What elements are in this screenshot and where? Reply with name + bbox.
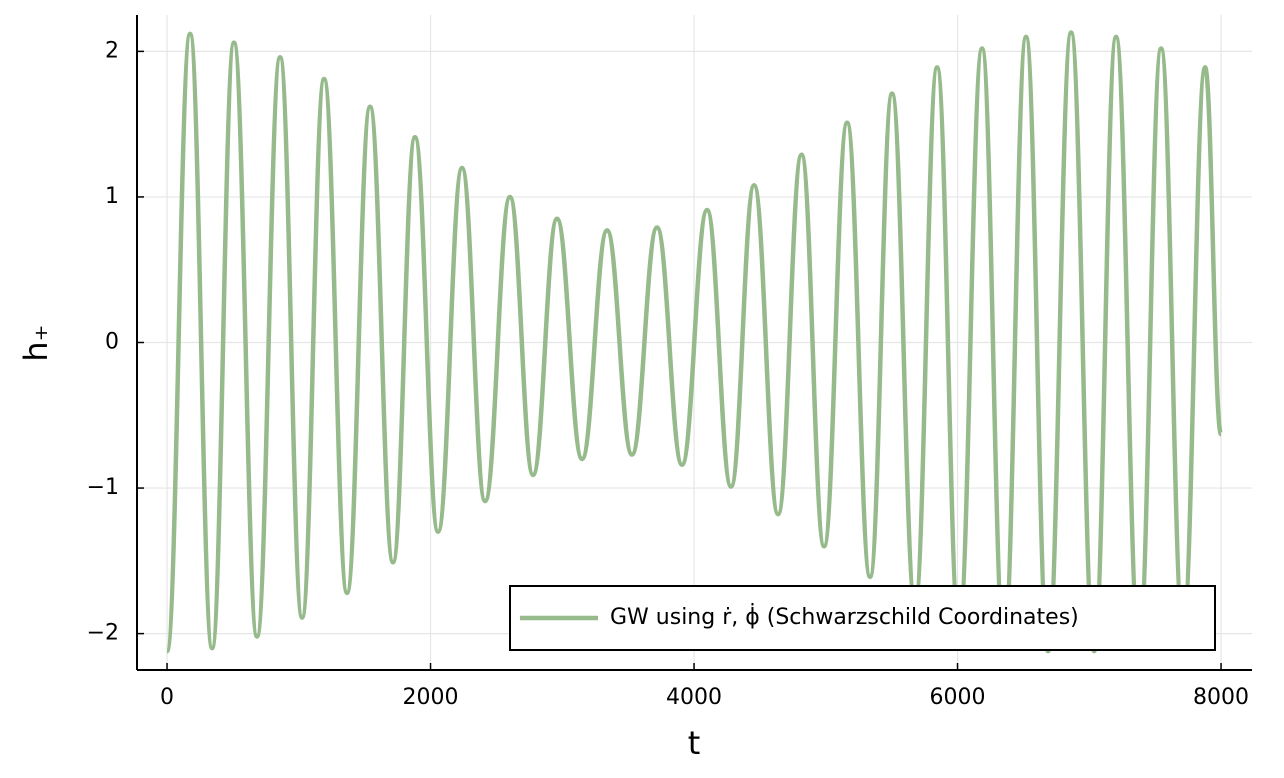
- y-tick-label: −2: [87, 621, 119, 646]
- line: [164, 30, 1224, 654]
- legend: GW using ṙ, ϕ̇ (Schwarzschild Coordinate…: [509, 585, 1216, 651]
- x-axis-label: t: [688, 724, 701, 762]
- x-tick-label: 6000: [930, 685, 986, 710]
- y-tick-label: 0: [105, 330, 119, 355]
- legend-box: [509, 585, 1216, 651]
- y-tick-label: 2: [105, 38, 119, 63]
- x-tick-label: 0: [160, 685, 174, 710]
- y-axis-label: h₊: [17, 324, 55, 361]
- x-tick-label: 4000: [666, 685, 722, 710]
- x-tick-label: 2000: [403, 685, 459, 710]
- x-tick-label: 8000: [1193, 685, 1249, 710]
- y-tick-label: 1: [105, 184, 119, 209]
- y-tick-label: −1: [87, 475, 119, 500]
- legend-label: GW using ṙ, ϕ̇ (Schwarzschild Coordinate…: [610, 603, 1079, 630]
